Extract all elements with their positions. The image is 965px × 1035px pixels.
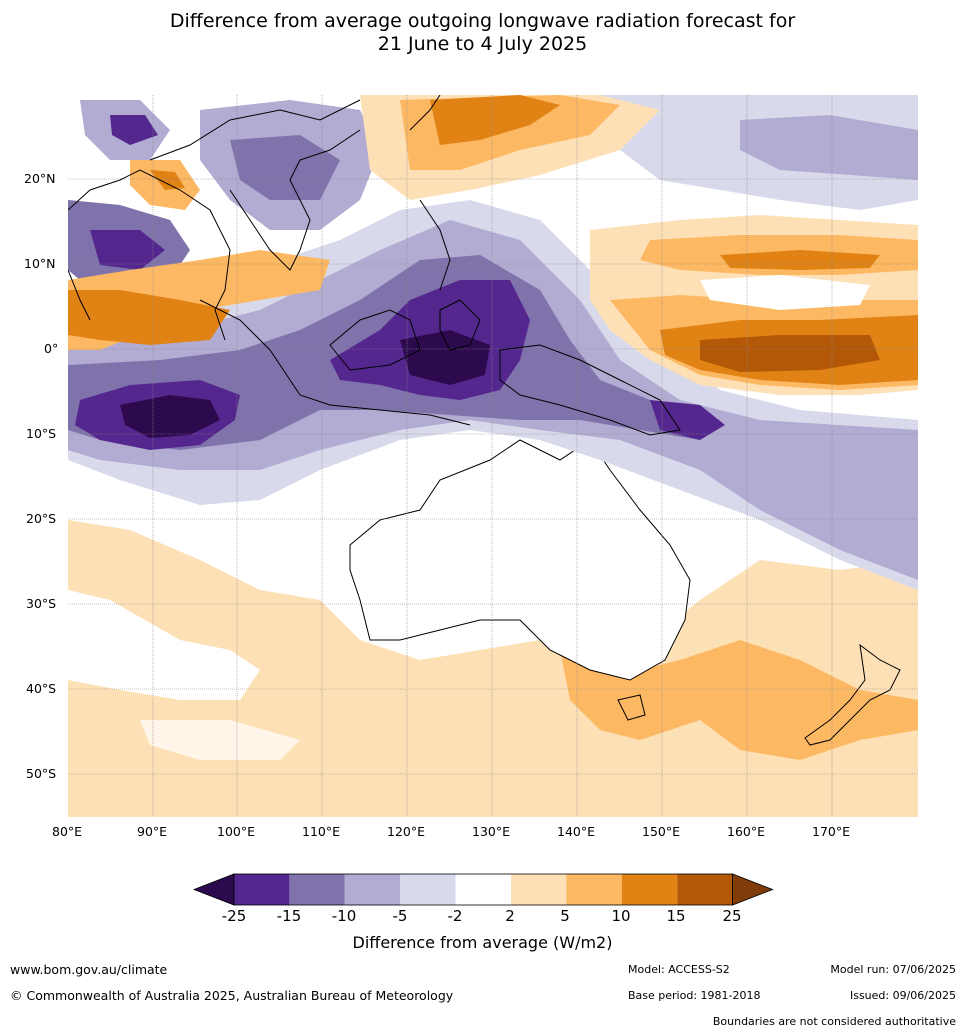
colorbar-label: 5 <box>560 907 570 925</box>
tasman-positive-anomaly <box>560 640 918 760</box>
colorbar-segment <box>234 874 290 905</box>
colorbar-segment <box>400 874 456 905</box>
colorbar-label: -10 <box>331 907 357 925</box>
colorbar-label: 15 <box>666 907 686 925</box>
new-zealand <box>804 643 901 746</box>
maritime-strongest-negative <box>400 330 490 385</box>
colorbar-label: 2 <box>505 907 515 925</box>
colorbar-segment <box>511 874 567 905</box>
lat-tick-10n: 10°N <box>24 256 56 271</box>
title-line-1: Difference from average outgoing longwav… <box>169 10 796 32</box>
colorbar-label: -25 <box>221 907 247 925</box>
colorbar-segment <box>677 874 733 905</box>
colorbar-label: 25 <box>722 907 742 925</box>
colorbar-title: Difference from average (W/m2) <box>352 933 613 952</box>
tasmania <box>617 694 646 721</box>
pacific-white-band <box>700 275 870 310</box>
lat-tick-30s: 30°S <box>26 596 57 611</box>
lon-tick-100e: 100°E <box>217 824 256 839</box>
colorbar-segment <box>566 874 622 905</box>
colorbar-segment <box>344 874 401 905</box>
lon-tick-90e: 90°E <box>137 824 168 839</box>
lon-tick-130e: 130°E <box>472 824 511 839</box>
colorbar-label: -15 <box>276 907 302 925</box>
colorbar-extend-min <box>192 873 235 906</box>
map-title: Difference from average outgoing longwav… <box>0 10 965 56</box>
model-run-date: Model run: 07/06/2025 <box>830 963 956 976</box>
colorbar-segment <box>289 874 345 905</box>
lon-tick-80e: 80°E <box>52 824 83 839</box>
colorbar-segment <box>621 874 678 905</box>
lat-lon-grid <box>68 95 918 817</box>
lat-tick-20n: 20°N <box>24 171 56 186</box>
coral-sea-negative <box>650 400 725 440</box>
colorbar-segment <box>455 874 511 905</box>
lon-tick-120e: 120°E <box>387 824 426 839</box>
lat-tick-0: 0° <box>44 341 59 356</box>
colorbar-extend-max <box>732 873 774 906</box>
anomaly-field <box>68 95 918 817</box>
lon-tick-160e: 160°E <box>727 824 766 839</box>
base-period: Base period: 1981-2018 <box>628 989 761 1002</box>
boundary-disclaimer: Boundaries are not considered authoritat… <box>712 1015 956 1028</box>
website-link[interactable]: www.bom.gov.au/climate <box>10 962 168 977</box>
colorbar-frame <box>233 873 734 906</box>
lon-tick-140e: 140°E <box>557 824 596 839</box>
colorbar-label: -5 <box>392 907 408 925</box>
issued-date: Issued: 09/06/2025 <box>849 989 956 1002</box>
model-name: Model: ACCESS-S2 <box>628 963 730 976</box>
lon-tick-150e: 150°E <box>642 824 681 839</box>
copyright-text: © Commonwealth of Australia 2025, Austra… <box>10 988 454 1003</box>
colorbar-label: 10 <box>611 907 631 925</box>
coastlines <box>68 95 681 436</box>
colorbar <box>192 873 774 906</box>
lat-tick-40s: 40°S <box>26 681 57 696</box>
lat-tick-20s: 20°S <box>26 511 57 526</box>
australia-land <box>349 439 691 681</box>
lon-tick-170e: 170°E <box>812 824 851 839</box>
indian-ocean-strongest-negative <box>120 395 220 438</box>
lon-tick-110e: 110°E <box>302 824 341 839</box>
title-line-2: 21 June to 4 July 2025 <box>377 33 588 55</box>
lat-tick-10s: 10°S <box>26 426 57 441</box>
colorbar-label: -2 <box>447 907 463 925</box>
lat-tick-50s: 50°S <box>26 766 57 781</box>
